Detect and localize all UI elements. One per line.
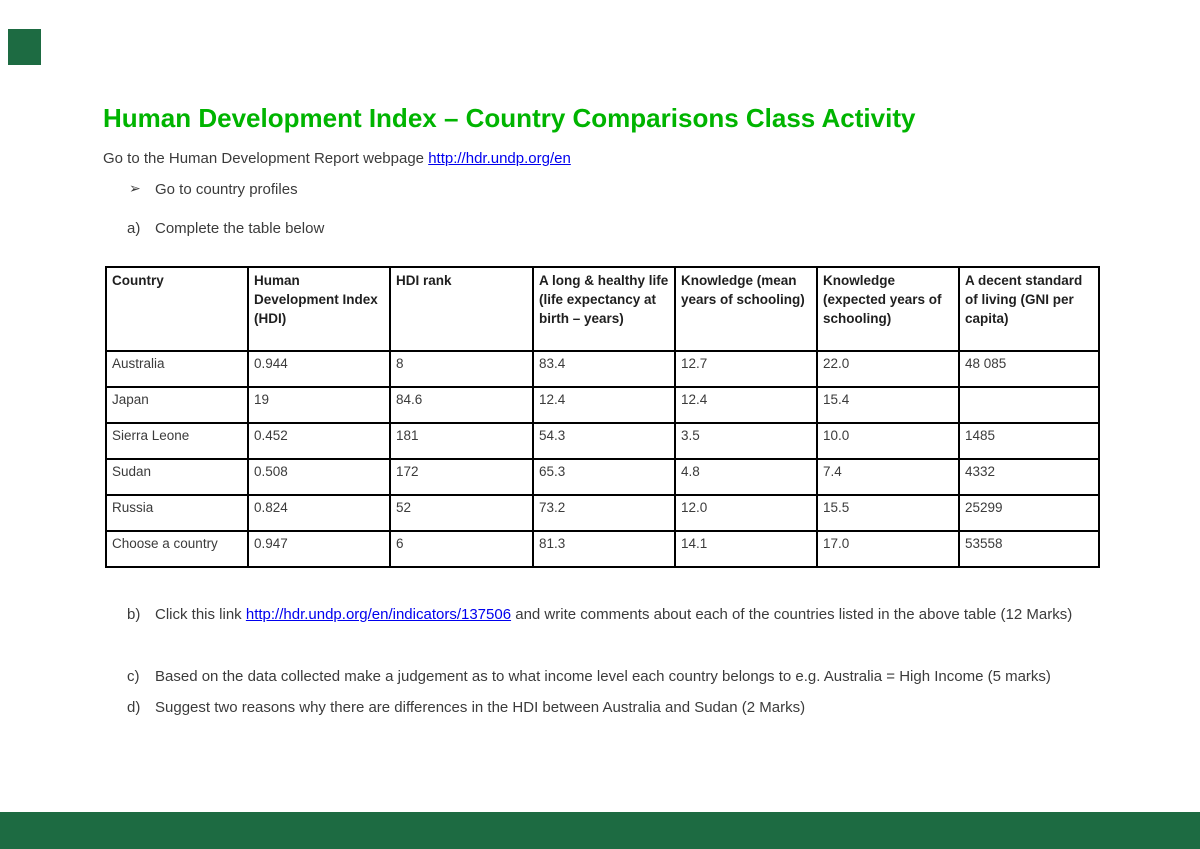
page-title: Human Development Index – Country Compar…: [103, 103, 916, 133]
country-cell: Choose a country: [105, 530, 249, 568]
table-cell: 7.4: [816, 458, 960, 496]
list-item-c-label: c): [127, 668, 140, 685]
table-header-cell: Knowledge (expected years of schooling): [816, 266, 960, 352]
list-item-b-label: b): [127, 606, 141, 623]
table-cell: 8: [389, 350, 534, 388]
table-row: Russia 0.824 52 73.2 12.0 15.5 25299: [105, 494, 1100, 532]
table-cell: 17.0: [816, 530, 960, 568]
table-cell: 12.4: [532, 386, 676, 424]
table-cell: 19: [247, 386, 391, 424]
footer-accent-bar: [0, 812, 1200, 849]
table-header-cell: Human Development Index (HDI): [247, 266, 391, 352]
table-cell: 54.3: [532, 422, 676, 460]
table-cell: 12.0: [674, 494, 818, 532]
country-cell: Sierra Leone: [105, 422, 249, 460]
arrow-bullet-icon: ➢: [129, 181, 141, 197]
table-cell: 172: [389, 458, 534, 496]
country-cell: Russia: [105, 494, 249, 532]
table-cell: 0.452: [247, 422, 391, 460]
table-header-cell: HDI rank: [389, 266, 534, 352]
table-cell: 84.6: [389, 386, 534, 424]
table-cell: 0.947: [247, 530, 391, 568]
hdi-table-body: Australia 0.944 8 83.4 12.7 22.0 48 085 Japan 19…: [105, 350, 1100, 568]
table-cell: 12.7: [674, 350, 818, 388]
table-cell: 73.2: [532, 494, 676, 532]
table-row: Sierra Leone 0.452 181 54.3 3.5 10.0 1485: [105, 422, 1100, 460]
table-cell: 1485: [958, 422, 1100, 460]
bullet-text: Go to country profiles: [155, 181, 298, 198]
list-item-b-text: Click this link http://hdr.undp.org/en/i…: [155, 601, 1072, 628]
list-item-a-label: a): [127, 220, 141, 237]
intro-text: Go to the Human Development Report webpa…: [103, 150, 429, 167]
table-cell: 6: [389, 530, 534, 568]
table-row: Japan 19 84.6 12.4 12.4 15.4: [105, 386, 1100, 424]
table-cell: 25299: [958, 494, 1100, 532]
table-row: Choose a country 0.947 6 81.3 14.1 17.0 53558: [105, 530, 1100, 568]
table-cell: 0.824: [247, 494, 391, 532]
hdi-table-head: Country Human Development Index (HDI) HDI …: [105, 266, 1100, 352]
list-item-d-label: d): [127, 699, 141, 716]
list-item-a-text: Complete the table below: [155, 220, 325, 237]
table-cell: 22.0: [816, 350, 960, 388]
table-header-cell: Country: [105, 266, 249, 352]
list-item-d: d) Suggest two reasons why there are dif…: [127, 698, 1137, 718]
country-cell: Australia: [105, 350, 249, 388]
table-cell: 0.944: [247, 350, 391, 388]
indicators-link[interactable]: http://hdr.undp.org/en/indicators/137506: [245, 606, 512, 623]
intro-paragraph: Go to the Human Development Report webpa…: [103, 149, 1123, 168]
list-item-c: c) Based on the data collected make a ju…: [127, 667, 1137, 687]
table-cell: 14.1: [674, 530, 818, 568]
table-cell: [958, 386, 1100, 424]
table-row: Sudan 0.508 172 65.3 4.8 7.4 4332: [105, 458, 1100, 496]
table-cell: 83.4: [532, 350, 676, 388]
hdi-table: Country Human Development Index (HDI) HDI …: [105, 266, 1100, 568]
list-item-d-text: Suggest two reasons why there are differ…: [155, 699, 806, 716]
list-item-b: b) Click this link http://hdr.undp.org/e…: [127, 601, 1075, 628]
table-cell: 4332: [958, 458, 1100, 496]
table-header-row: Country Human Development Index (HDI) HDI …: [105, 266, 1100, 352]
country-cell: Japan: [105, 386, 249, 424]
bullet-item-country-profiles: ➢ Go to country profiles: [129, 180, 298, 199]
table-cell: 48 085: [958, 350, 1100, 388]
list-item-a: a) Complete the table below: [127, 219, 324, 239]
table-cell: 4.8: [674, 458, 818, 496]
table-cell: 12.4: [674, 386, 818, 424]
hdr-report-link[interactable]: http://hdr.undp.org/en: [428, 150, 571, 167]
country-cell: Sudan: [105, 458, 249, 496]
table-header-cell: Knowledge (mean years of schooling): [674, 266, 818, 352]
list-item-b-suffix: and write comments about each of the cou…: [511, 606, 1073, 623]
list-item-c-text: Based on the data collected make a judge…: [155, 668, 1051, 685]
table-row: Australia 0.944 8 83.4 12.7 22.0 48 085: [105, 350, 1100, 388]
table-header-cell: A long & healthy life (life expectancy a…: [532, 266, 676, 352]
table-cell: 0.508: [247, 458, 391, 496]
table-cell: 65.3: [532, 458, 676, 496]
corner-accent-block: [8, 29, 41, 65]
table-cell: 181: [389, 422, 534, 460]
table-cell: 3.5: [674, 422, 818, 460]
table-cell: 81.3: [532, 530, 676, 568]
list-item-b-prefix: Click this link: [155, 606, 246, 623]
table-header-cell: A decent standard of living (GNI per cap…: [958, 266, 1100, 352]
table-cell: 53558: [958, 530, 1100, 568]
table-cell: 10.0: [816, 422, 960, 460]
table-cell: 52: [389, 494, 534, 532]
table-cell: 15.5: [816, 494, 960, 532]
table-cell: 15.4: [816, 386, 960, 424]
